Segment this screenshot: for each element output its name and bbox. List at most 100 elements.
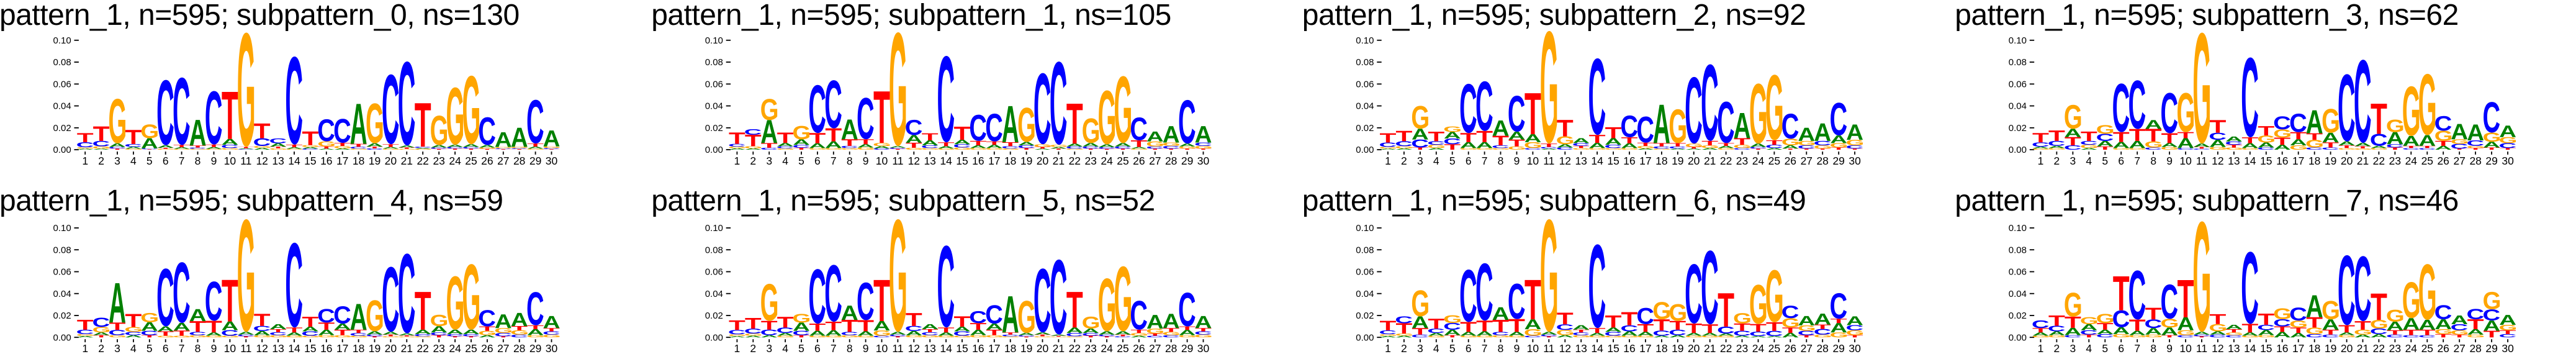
svg-text:20: 20	[2341, 155, 2353, 167]
svg-text:25: 25	[1768, 342, 1780, 354]
svg-text:0.04: 0.04	[2009, 289, 2027, 299]
svg-text:12: 12	[2212, 155, 2223, 167]
svg-text:0.00: 0.00	[53, 145, 71, 155]
svg-text:5: 5	[1449, 155, 1456, 167]
svg-text:pattern_1, n=595; subpattern_4: pattern_1, n=595; subpattern_4, ns=59	[0, 184, 503, 217]
svg-text:27: 27	[1149, 342, 1161, 354]
svg-text:26: 26	[1133, 155, 1145, 167]
svg-text:13: 13	[1575, 155, 1587, 167]
svg-text:30: 30	[546, 155, 558, 167]
svg-text:6: 6	[163, 342, 169, 354]
svg-text:0.00: 0.00	[1356, 145, 1374, 155]
svg-text:20: 20	[385, 155, 397, 167]
svg-text:0.08: 0.08	[705, 245, 723, 255]
svg-text:0.08: 0.08	[1356, 57, 1374, 68]
svg-text:15: 15	[304, 342, 316, 354]
svg-text:18: 18	[2308, 155, 2320, 167]
svg-text:0.08: 0.08	[2009, 57, 2027, 68]
svg-text:26: 26	[2437, 155, 2449, 167]
svg-text:25: 25	[1117, 155, 1128, 167]
svg-text:3: 3	[766, 155, 772, 167]
svg-text:16: 16	[320, 342, 332, 354]
svg-text:21: 21	[1704, 155, 1716, 167]
svg-text:12: 12	[1559, 342, 1571, 354]
svg-text:0.06: 0.06	[705, 79, 723, 90]
svg-text:29: 29	[1832, 342, 1844, 354]
svg-text:13: 13	[924, 342, 935, 354]
svg-text:0.04: 0.04	[2009, 101, 2027, 112]
svg-text:0.02: 0.02	[53, 311, 71, 321]
svg-text:0.08: 0.08	[705, 57, 723, 68]
svg-text:23: 23	[1084, 155, 1096, 167]
svg-text:28: 28	[1816, 155, 1828, 167]
svg-text:0.10: 0.10	[2009, 35, 2027, 46]
svg-text:20: 20	[385, 342, 397, 354]
svg-text:10: 10	[2179, 155, 2192, 167]
svg-text:19: 19	[369, 155, 381, 167]
svg-text:28: 28	[513, 342, 525, 354]
svg-text:24: 24	[2405, 342, 2418, 354]
svg-text:20: 20	[1688, 155, 1700, 167]
svg-text:20: 20	[1688, 342, 1700, 354]
svg-text:6: 6	[2118, 155, 2124, 167]
svg-text:29: 29	[1181, 155, 1193, 167]
svg-text:25: 25	[465, 155, 477, 167]
svg-text:15: 15	[304, 155, 316, 167]
svg-text:17: 17	[2292, 342, 2304, 354]
svg-text:2: 2	[750, 155, 756, 167]
svg-text:27: 27	[1801, 342, 1813, 354]
svg-text:23: 23	[1084, 342, 1096, 354]
svg-text:0.00: 0.00	[705, 145, 723, 155]
svg-text:22: 22	[2373, 155, 2385, 167]
svg-text:4: 4	[130, 342, 137, 354]
svg-text:4: 4	[782, 342, 788, 354]
svg-text:27: 27	[497, 342, 509, 354]
svg-text:11: 11	[892, 155, 903, 167]
svg-text:5: 5	[146, 342, 153, 354]
svg-text:4: 4	[1433, 342, 1439, 354]
svg-text:3: 3	[2070, 342, 2076, 354]
svg-text:9: 9	[211, 155, 217, 167]
svg-text:2: 2	[98, 155, 104, 167]
svg-text:8: 8	[195, 155, 201, 167]
svg-text:0.04: 0.04	[53, 101, 71, 112]
svg-text:8: 8	[2150, 342, 2156, 354]
svg-text:19: 19	[2325, 342, 2336, 354]
svg-text:11: 11	[240, 155, 251, 167]
svg-text:0.02: 0.02	[2009, 311, 2027, 321]
svg-text:21: 21	[1053, 155, 1065, 167]
svg-text:4: 4	[2086, 155, 2092, 167]
svg-text:19: 19	[1672, 155, 1683, 167]
svg-text:14: 14	[940, 342, 952, 354]
svg-text:23: 23	[433, 155, 444, 167]
svg-text:23: 23	[2389, 155, 2401, 167]
svg-text:14: 14	[1591, 342, 1603, 354]
svg-text:18: 18	[2308, 342, 2320, 354]
svg-text:22: 22	[1720, 155, 1732, 167]
svg-text:28: 28	[2469, 155, 2481, 167]
svg-text:1: 1	[82, 155, 88, 167]
svg-text:21: 21	[401, 342, 413, 354]
svg-text:10: 10	[2179, 342, 2192, 354]
svg-text:13: 13	[272, 342, 284, 354]
svg-text:2: 2	[98, 342, 104, 354]
svg-text:26: 26	[1133, 342, 1145, 354]
svg-text:7: 7	[831, 155, 837, 167]
svg-text:0.10: 0.10	[2009, 223, 2027, 234]
svg-text:0.06: 0.06	[2009, 79, 2027, 90]
svg-text:8: 8	[195, 342, 201, 354]
svg-text:22: 22	[417, 155, 428, 167]
svg-text:7: 7	[831, 342, 837, 354]
svg-text:0.10: 0.10	[53, 35, 71, 46]
svg-text:29: 29	[1832, 155, 1844, 167]
svg-text:17: 17	[988, 342, 1000, 354]
svg-text:5: 5	[2102, 342, 2108, 354]
svg-text:13: 13	[2228, 155, 2240, 167]
svg-text:15: 15	[2260, 342, 2272, 354]
svg-text:3: 3	[1417, 155, 1423, 167]
svg-text:0.10: 0.10	[1356, 223, 1374, 234]
svg-text:6: 6	[1466, 342, 1472, 354]
svg-text:27: 27	[2453, 342, 2465, 354]
svg-text:23: 23	[433, 342, 444, 354]
svg-text:10: 10	[876, 155, 888, 167]
